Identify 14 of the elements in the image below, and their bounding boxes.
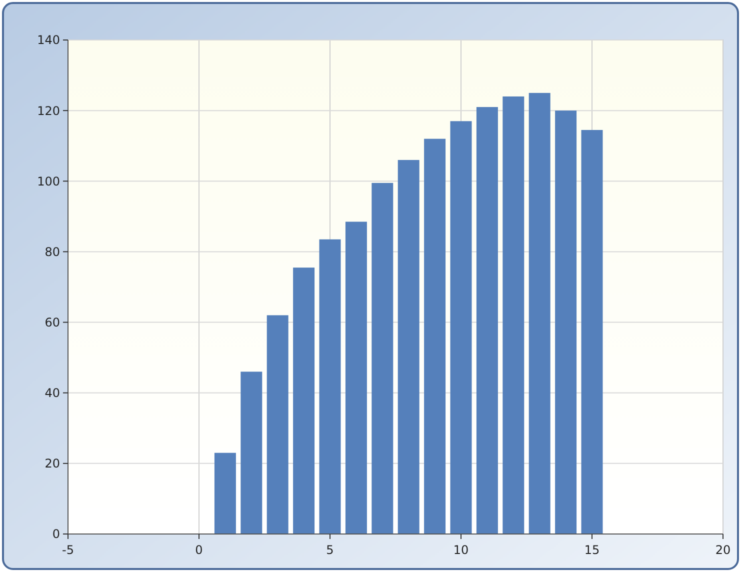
x-tick-label: -5 [62, 543, 74, 557]
x-tick-label: 20 [715, 543, 731, 557]
y-tick-label: 40 [44, 386, 60, 400]
y-tick-label: 0 [52, 527, 60, 542]
y-tick-label: 100 [37, 174, 60, 188]
y-tick-label: 140 [37, 33, 60, 48]
x-tick-label: 0 [195, 543, 203, 557]
y-tick-label: 20 [44, 456, 60, 471]
x-tick-label: 5 [326, 543, 334, 557]
y-tick-label: 80 [44, 244, 60, 259]
x-tick-label: 15 [584, 543, 600, 557]
y-tick-label: 120 [37, 104, 60, 118]
x-tick-label: 10 [453, 543, 469, 557]
y-tick-label: 60 [44, 315, 60, 330]
